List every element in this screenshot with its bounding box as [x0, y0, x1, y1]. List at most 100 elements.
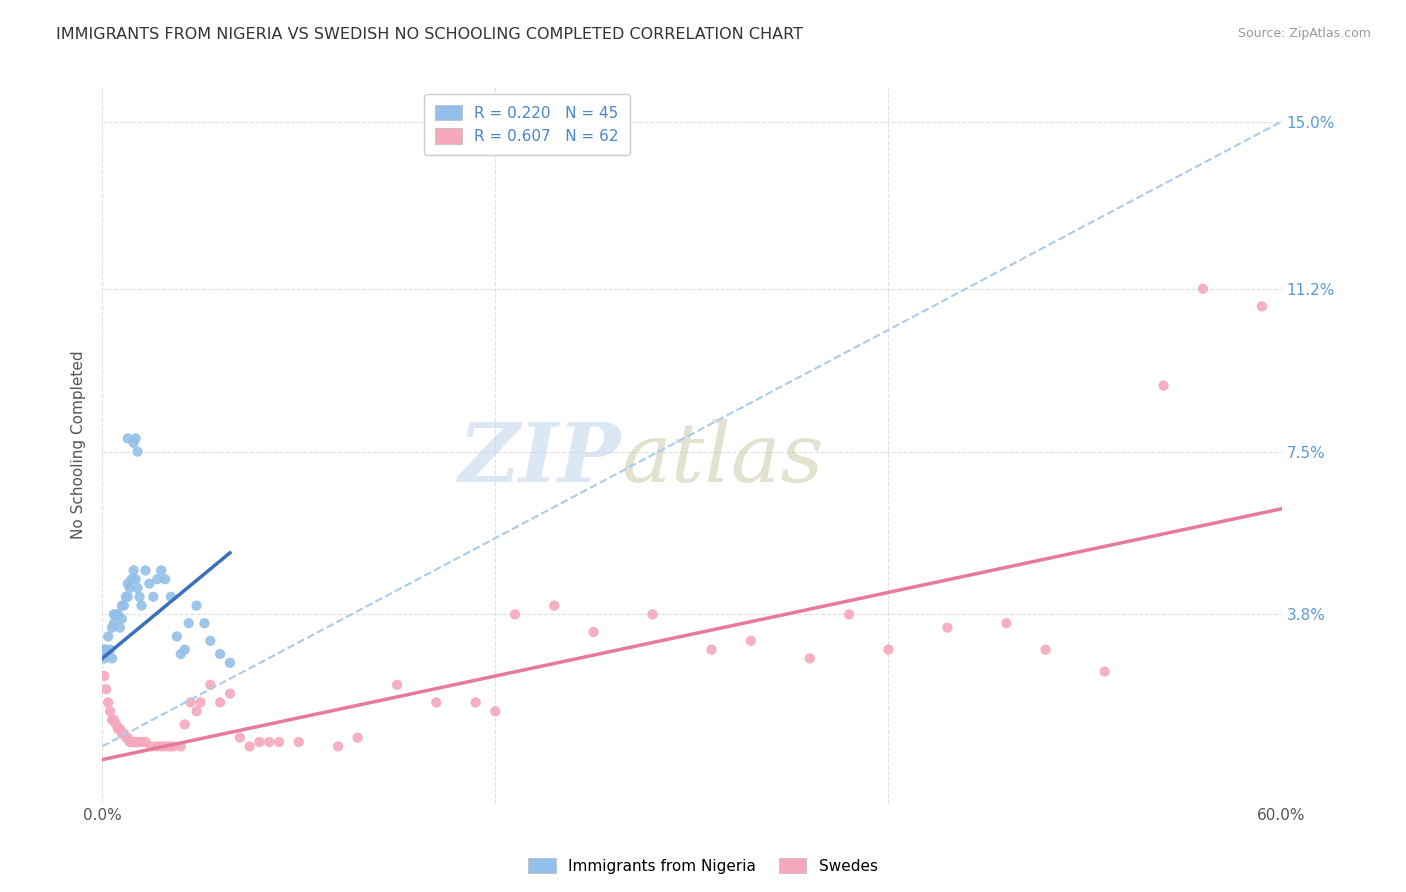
Point: [93, 651, 115, 665]
Point: [117, 431, 139, 445]
Point: [103, 607, 125, 622]
Point: [200, 633, 222, 648]
Point: [799, 651, 821, 665]
Point: [101, 651, 124, 665]
Point: [150, 563, 173, 577]
Point: [229, 731, 252, 745]
Point: [94, 682, 117, 697]
Point: [107, 607, 129, 622]
Point: [209, 695, 232, 709]
Text: ZIP: ZIP: [458, 419, 621, 500]
Point: [134, 735, 156, 749]
Point: [104, 717, 127, 731]
Point: [346, 731, 368, 745]
Point: [543, 599, 565, 613]
Text: Source: ZipAtlas.com: Source: ZipAtlas.com: [1237, 27, 1371, 40]
Point: [121, 572, 143, 586]
Legend: Immigrants from Nigeria, Swedes: Immigrants from Nigeria, Swedes: [522, 852, 884, 880]
Point: [122, 563, 145, 577]
Point: [134, 563, 156, 577]
Point: [114, 590, 136, 604]
Point: [101, 713, 124, 727]
Point: [122, 735, 145, 749]
Point: [121, 735, 143, 749]
Point: [1153, 378, 1175, 392]
Point: [326, 739, 349, 754]
Point: [150, 739, 173, 754]
Point: [166, 629, 188, 643]
Point: [1035, 642, 1057, 657]
Point: [128, 590, 150, 604]
Point: [157, 739, 180, 754]
Point: [936, 621, 959, 635]
Point: [103, 616, 125, 631]
Point: [838, 607, 860, 622]
Text: IMMIGRANTS FROM NIGERIA VS SWEDISH NO SCHOOLING COMPLETED CORRELATION CHART: IMMIGRANTS FROM NIGERIA VS SWEDISH NO SC…: [56, 27, 803, 42]
Legend: R = 0.220   N = 45, R = 0.607   N = 62: R = 0.220 N = 45, R = 0.607 N = 62: [425, 94, 630, 155]
Point: [219, 656, 242, 670]
Point: [104, 607, 127, 622]
Point: [118, 581, 141, 595]
Point: [107, 722, 129, 736]
Point: [269, 735, 291, 749]
Point: [170, 647, 193, 661]
Point: [153, 572, 176, 586]
Point: [239, 739, 262, 754]
Point: [209, 647, 232, 661]
Point: [219, 687, 242, 701]
Point: [464, 695, 486, 709]
Y-axis label: No Schooling Completed: No Schooling Completed: [72, 351, 86, 540]
Point: [98, 642, 121, 657]
Point: [1250, 299, 1272, 313]
Point: [131, 599, 153, 613]
Point: [108, 722, 131, 736]
Point: [582, 625, 605, 640]
Point: [124, 431, 146, 445]
Point: [127, 444, 149, 458]
Point: [641, 607, 664, 622]
Point: [108, 621, 131, 635]
Point: [112, 726, 135, 740]
Point: [484, 704, 506, 718]
Point: [142, 590, 165, 604]
Point: [1192, 282, 1215, 296]
Point: [877, 642, 900, 657]
Point: [385, 678, 408, 692]
Point: [173, 717, 195, 731]
Text: atlas: atlas: [621, 419, 824, 500]
Point: [1094, 665, 1116, 679]
Point: [127, 581, 149, 595]
Point: [93, 669, 115, 683]
Point: [170, 739, 193, 754]
Point: [101, 621, 124, 635]
Point: [177, 616, 200, 631]
Point: [111, 612, 134, 626]
Point: [160, 590, 183, 604]
Point: [127, 735, 149, 749]
Point: [153, 739, 176, 754]
Point: [259, 735, 281, 749]
Point: [425, 695, 447, 709]
Point: [114, 731, 136, 745]
Point: [200, 678, 222, 692]
Point: [117, 576, 139, 591]
Point: [131, 735, 153, 749]
Point: [112, 599, 135, 613]
Point: [122, 435, 145, 450]
Point: [162, 739, 184, 754]
Point: [141, 739, 163, 754]
Point: [111, 599, 134, 613]
Point: [98, 704, 121, 718]
Point: [740, 633, 762, 648]
Point: [118, 735, 141, 749]
Point: [186, 704, 208, 718]
Point: [94, 642, 117, 657]
Point: [287, 735, 309, 749]
Point: [138, 576, 160, 591]
Point: [186, 599, 208, 613]
Point: [93, 642, 115, 657]
Point: [995, 616, 1018, 631]
Point: [180, 695, 202, 709]
Point: [700, 642, 723, 657]
Point: [146, 572, 169, 586]
